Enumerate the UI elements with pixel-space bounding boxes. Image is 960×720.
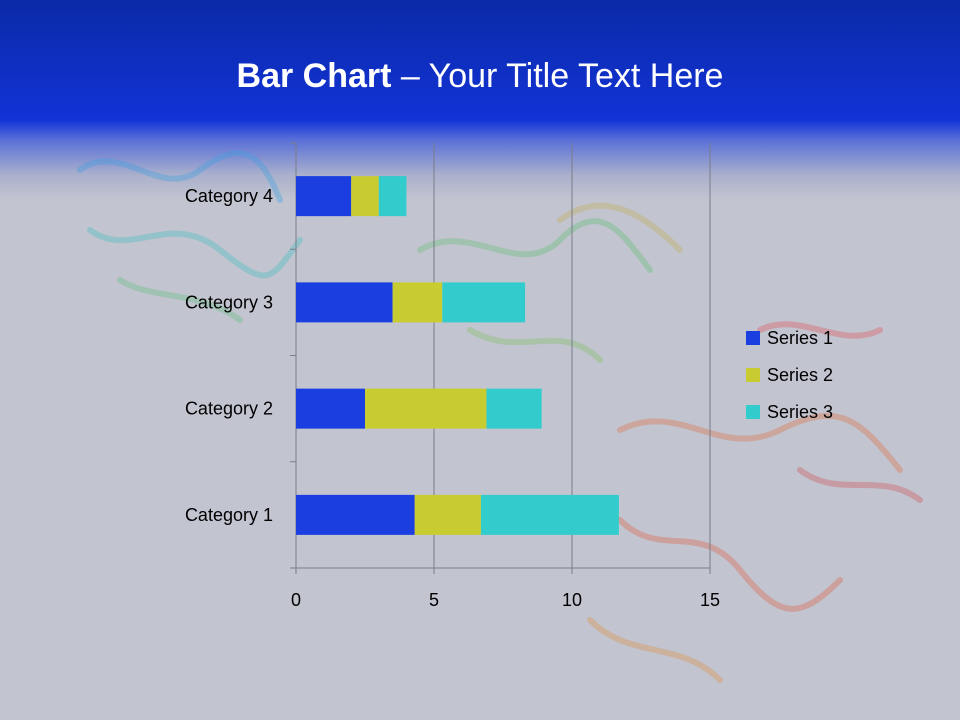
bar-category-4-series-3 bbox=[378, 176, 407, 217]
legend-swatch-series-2 bbox=[746, 368, 760, 382]
title-bold: Bar Chart bbox=[236, 57, 392, 95]
title-rest: Your Title Text Here bbox=[428, 57, 724, 95]
category-label: Category 2 bbox=[185, 399, 273, 419]
x-tick-label: 10 bbox=[562, 590, 582, 610]
header-band bbox=[0, 0, 960, 200]
bar-category-3-series-2 bbox=[392, 282, 443, 323]
legend-label-series-3: Series 3 bbox=[767, 402, 833, 422]
category-label: Category 4 bbox=[185, 186, 273, 206]
legend-label-series-2: Series 2 bbox=[767, 365, 833, 385]
bar-category-4-series-1 bbox=[296, 176, 352, 217]
bar-category-2-series-1 bbox=[296, 388, 365, 429]
bar-category-1-series-1 bbox=[296, 494, 415, 535]
title-dash: – bbox=[391, 57, 429, 95]
category-label: Category 3 bbox=[185, 292, 273, 312]
bar-category-2-series-3 bbox=[486, 388, 542, 429]
legend-label-series-1: Series 1 bbox=[767, 328, 833, 348]
x-tick-label: 5 bbox=[429, 590, 439, 610]
bar-category-1-series-3 bbox=[480, 494, 619, 535]
legend-swatch-series-1 bbox=[746, 331, 760, 345]
legend-swatch-series-3 bbox=[746, 405, 760, 419]
x-tick-label: 15 bbox=[700, 590, 720, 610]
bar-category-2-series-2 bbox=[365, 388, 487, 429]
bar-category-4-series-2 bbox=[351, 176, 379, 217]
slide-title: Bar Chart – Your Title Text Here bbox=[0, 52, 960, 100]
category-label: Category 1 bbox=[185, 505, 273, 525]
bar-category-1-series-2 bbox=[414, 494, 481, 535]
x-tick-label: 0 bbox=[291, 590, 301, 610]
bar-category-3-series-1 bbox=[296, 282, 393, 323]
bar-category-3-series-3 bbox=[442, 282, 526, 323]
